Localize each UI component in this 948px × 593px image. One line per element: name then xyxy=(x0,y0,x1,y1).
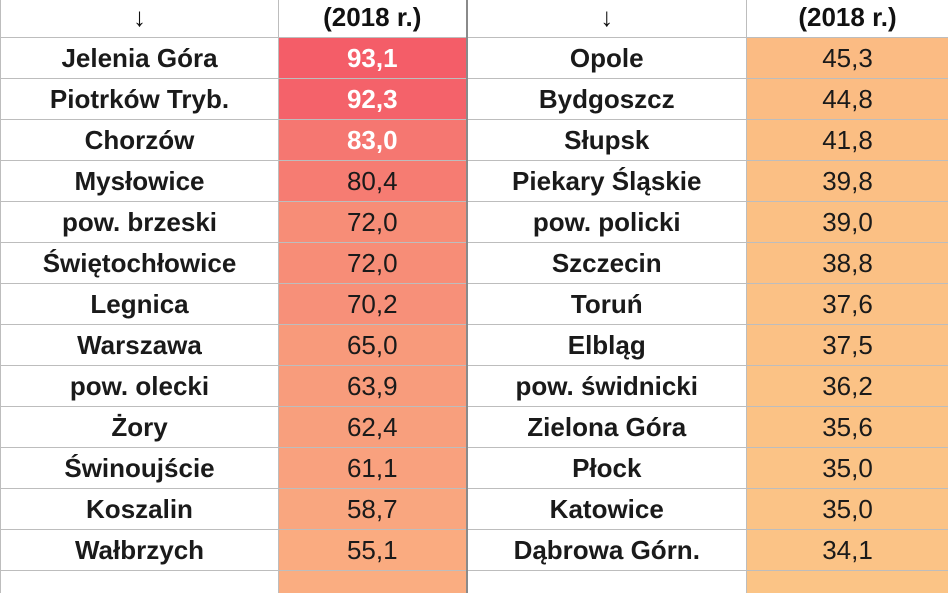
left-city-name: Mysłowice xyxy=(0,160,279,202)
left-value-cell: 63,9 xyxy=(278,365,467,407)
table-row: Piotrków Tryb. 92,3 Bydgoszcz 44,8 xyxy=(0,78,948,120)
right-value-cell: 38,8 xyxy=(746,242,948,284)
left-value-cell: 70,2 xyxy=(278,283,467,325)
left-value-cell: 62,4 xyxy=(278,406,467,448)
left-city-name: Wałbrzych xyxy=(0,529,279,571)
left-value-cell: 93,1 xyxy=(278,37,467,79)
right-city-name: Szczecin xyxy=(465,242,747,284)
left-value-cell: 65,0 xyxy=(278,324,467,366)
left-city-name: Świętochłowice xyxy=(0,242,279,284)
header-row: ↓ (2018 r.) ↓ (2018 r.) xyxy=(0,0,948,38)
left-city-name xyxy=(0,570,279,593)
left-city-name: Chorzów xyxy=(0,119,279,161)
right-sort-arrow-icon[interactable]: ↓ xyxy=(465,0,747,38)
left-value-cell: 92,3 xyxy=(278,78,467,120)
right-city-name: Toruń xyxy=(465,283,747,325)
right-value-cell: 39,0 xyxy=(746,201,948,243)
right-city-name: Płock xyxy=(465,447,747,489)
left-value-cell: 72,0 xyxy=(278,242,467,284)
left-year-header: (2018 r.) xyxy=(278,0,467,38)
right-value-cell: 37,6 xyxy=(746,283,948,325)
left-city-name: pow. olecki xyxy=(0,365,279,407)
table-row: Chorzów 83,0 Słupsk 41,8 xyxy=(0,119,948,161)
table-row xyxy=(0,570,948,593)
left-city-name: Żory xyxy=(0,406,279,448)
left-value-cell: 80,4 xyxy=(278,160,467,202)
left-sort-arrow-icon[interactable]: ↓ xyxy=(0,0,279,38)
table-row: Legnica 70,2 Toruń 37,6 xyxy=(0,283,948,325)
right-city-name: Elbląg xyxy=(465,324,747,366)
right-city-name: Bydgoszcz xyxy=(465,78,747,120)
table-row: pow. olecki 63,9 pow. świdnicki 36,2 xyxy=(0,365,948,407)
right-city-name: pow. świdnicki xyxy=(465,365,747,407)
right-value-cell: 41,8 xyxy=(746,119,948,161)
right-value-cell: 35,0 xyxy=(746,447,948,489)
right-city-name xyxy=(465,570,747,593)
left-city-name: pow. brzeski xyxy=(0,201,279,243)
table-row: Żory 62,4 Zielona Góra 35,6 xyxy=(0,406,948,448)
right-city-name: Piekary Śląskie xyxy=(465,160,747,202)
right-value-cell: 39,8 xyxy=(746,160,948,202)
left-value-cell: 58,7 xyxy=(278,488,467,530)
right-value-cell: 35,0 xyxy=(746,488,948,530)
right-value-cell: 37,5 xyxy=(746,324,948,366)
right-value-cell: 36,2 xyxy=(746,365,948,407)
left-city-name: Koszalin xyxy=(0,488,279,530)
table-row: Świętochłowice 72,0 Szczecin 38,8 xyxy=(0,242,948,284)
right-value-cell: 35,6 xyxy=(746,406,948,448)
left-city-name: Warszawa xyxy=(0,324,279,366)
right-value-cell xyxy=(746,570,948,593)
left-value-cell: 55,1 xyxy=(278,529,467,571)
left-value-cell xyxy=(278,570,467,593)
right-city-name: Opole xyxy=(465,37,747,79)
right-city-name: Zielona Góra xyxy=(465,406,747,448)
table-row: Koszalin 58,7 Katowice 35,0 xyxy=(0,488,948,530)
left-city-name: Legnica xyxy=(0,283,279,325)
table-row: Mysłowice 80,4 Piekary Śląskie 39,8 xyxy=(0,160,948,202)
right-city-name: Katowice xyxy=(465,488,747,530)
right-city-name: Dąbrowa Górn. xyxy=(465,529,747,571)
left-value-cell: 83,0 xyxy=(278,119,467,161)
left-city-name: Piotrków Tryb. xyxy=(0,78,279,120)
table-row: pow. brzeski 72,0 pow. policki 39,0 xyxy=(0,201,948,243)
table-row: Warszawa 65,0 Elbląg 37,5 xyxy=(0,324,948,366)
left-city-name: Świnoujście xyxy=(0,447,279,489)
table-row: Świnoujście 61,1 Płock 35,0 xyxy=(0,447,948,489)
right-value-cell: 34,1 xyxy=(746,529,948,571)
table-row: Wałbrzych 55,1 Dąbrowa Górn. 34,1 xyxy=(0,529,948,571)
right-city-name: pow. policki xyxy=(465,201,747,243)
right-year-header: (2018 r.) xyxy=(746,0,948,38)
right-value-cell: 45,3 xyxy=(746,37,948,79)
left-value-cell: 61,1 xyxy=(278,447,467,489)
table-row: Jelenia Góra 93,1 Opole 45,3 xyxy=(0,37,948,79)
left-value-cell: 72,0 xyxy=(278,201,467,243)
right-value-cell: 44,8 xyxy=(746,78,948,120)
left-city-name: Jelenia Góra xyxy=(0,37,279,79)
right-city-name: Słupsk xyxy=(465,119,747,161)
